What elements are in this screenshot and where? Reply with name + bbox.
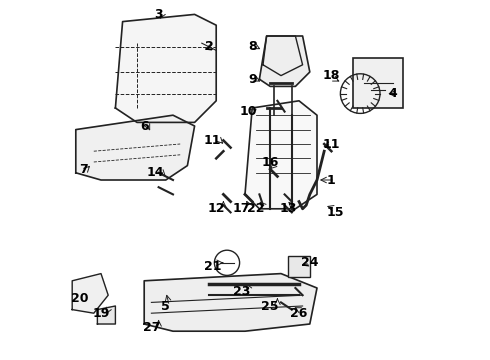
Bar (288, 256, 310, 277)
Text: 25: 25 (262, 300, 279, 312)
Text: 1: 1 (327, 174, 336, 186)
Polygon shape (72, 274, 108, 313)
Text: 10: 10 (240, 105, 257, 118)
Text: 8: 8 (248, 40, 256, 53)
Text: 5: 5 (161, 300, 170, 312)
Text: 20: 20 (71, 292, 88, 305)
Polygon shape (76, 115, 195, 180)
Polygon shape (245, 101, 317, 209)
Polygon shape (263, 36, 303, 76)
Text: 14: 14 (146, 166, 164, 179)
Bar (353, 58, 403, 108)
Text: 24: 24 (301, 256, 318, 269)
Text: 13: 13 (279, 202, 297, 215)
Text: 7: 7 (78, 163, 87, 176)
Text: 19: 19 (92, 307, 110, 320)
Text: 2: 2 (205, 40, 213, 53)
Text: 11: 11 (204, 134, 221, 147)
Polygon shape (144, 274, 317, 331)
Polygon shape (98, 306, 116, 324)
Text: 12: 12 (207, 202, 225, 215)
Text: 21: 21 (204, 260, 221, 273)
Text: 15: 15 (326, 206, 344, 219)
Text: 17: 17 (233, 202, 250, 215)
Text: 9: 9 (248, 73, 256, 86)
Text: 27: 27 (143, 321, 160, 334)
Text: 18: 18 (323, 69, 340, 82)
Text: 3: 3 (154, 8, 163, 21)
Text: 16: 16 (262, 156, 279, 168)
Text: 26: 26 (290, 307, 308, 320)
Text: 23: 23 (233, 285, 250, 298)
Polygon shape (259, 36, 310, 86)
Polygon shape (116, 14, 216, 122)
Text: 22: 22 (247, 202, 265, 215)
Text: 6: 6 (140, 120, 148, 132)
Text: 11: 11 (322, 138, 340, 150)
Text: 4: 4 (388, 87, 397, 100)
